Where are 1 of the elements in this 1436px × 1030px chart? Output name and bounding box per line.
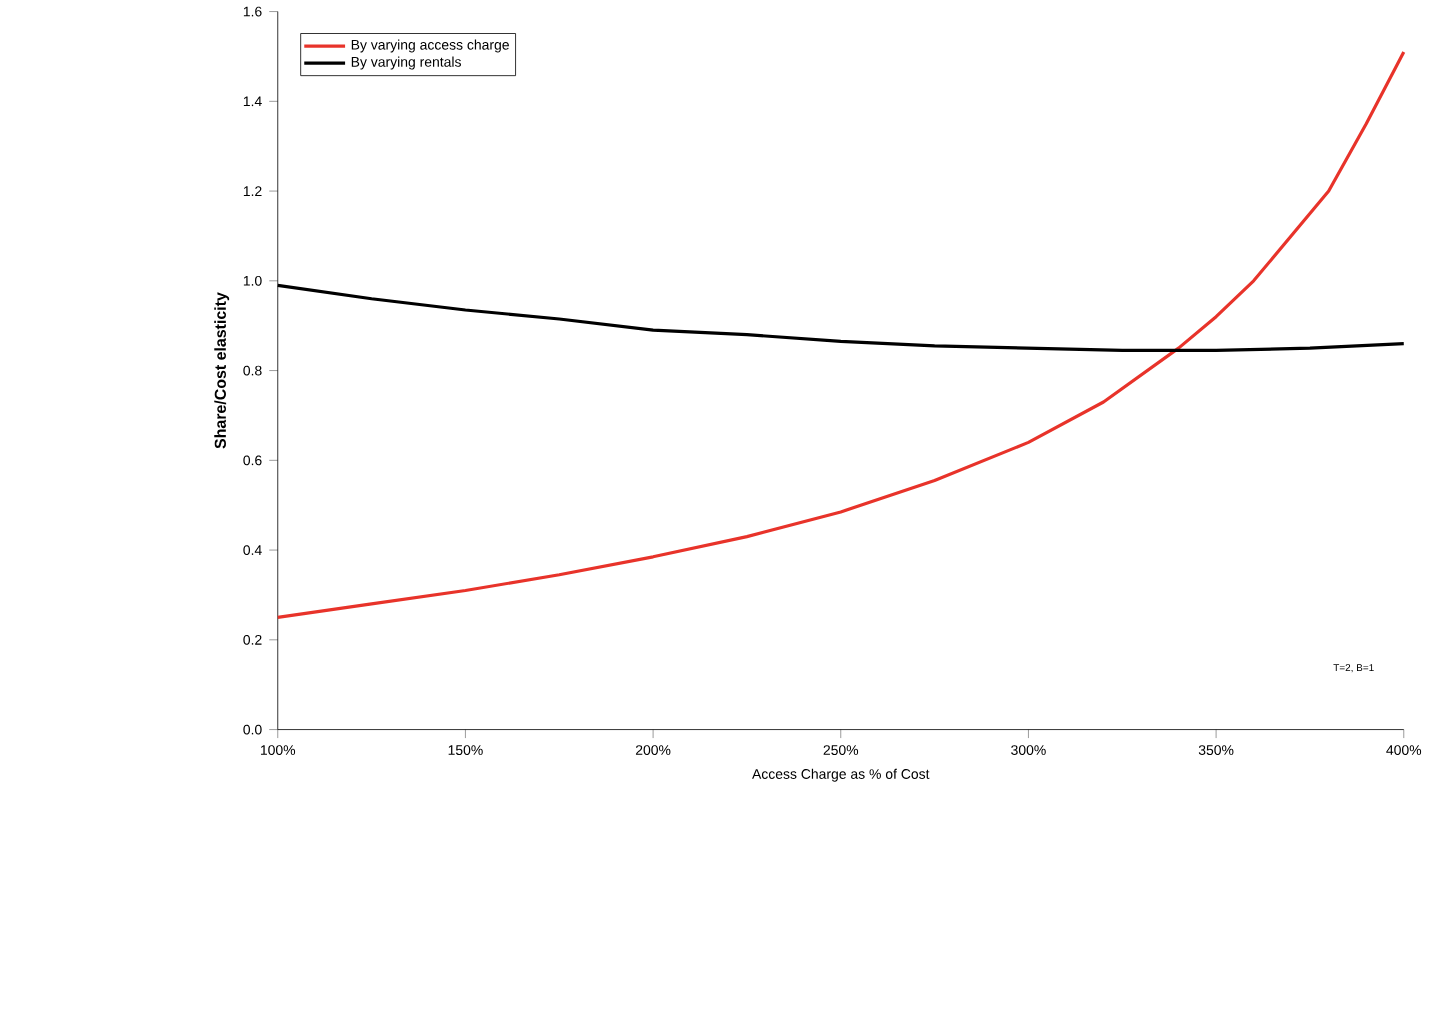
line-series bbox=[276, 50, 1406, 619]
